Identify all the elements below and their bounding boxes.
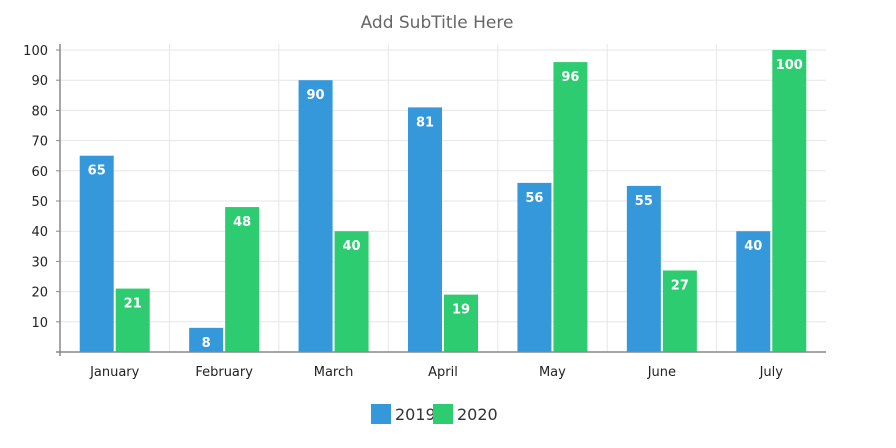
data-label: 19 (452, 303, 470, 318)
y-axis: 10 20 30 40 50 60 70 80 90 100 (23, 44, 61, 356)
bar-2019-april[interactable] (408, 107, 442, 352)
data-label: 65 (88, 164, 106, 179)
legend-swatch (433, 404, 453, 424)
legend: 2019 2020 (371, 404, 498, 424)
legend-item-2019[interactable]: 2019 (371, 404, 436, 424)
x-tick-label: May (539, 365, 566, 380)
x-tick-label: July (759, 365, 784, 380)
x-tick-label: March (314, 365, 354, 380)
bar-2020-june[interactable] (662, 270, 697, 352)
data-label: 40 (343, 239, 361, 254)
x-tick-label: February (195, 365, 253, 380)
bar-2020-may[interactable] (553, 62, 588, 353)
data-label: 100 (776, 58, 803, 73)
data-label: 96 (561, 70, 579, 85)
data-label: 21 (124, 297, 142, 312)
legend-item-2020[interactable]: 2020 (433, 404, 498, 424)
legend-label: 2020 (457, 405, 498, 424)
bar-2020-july[interactable] (772, 50, 807, 352)
bar-2019-may[interactable] (517, 182, 552, 352)
y-tick-label: 50 (31, 195, 48, 210)
chart-subtitle: Add SubTitle Here (361, 13, 514, 33)
legend-label: 2019 (395, 405, 436, 424)
data-label: 40 (744, 239, 762, 254)
bar-2019-march[interactable] (298, 80, 333, 352)
data-label: 48 (233, 215, 251, 230)
y-tick-label: 40 (31, 225, 48, 240)
data-label: 81 (416, 115, 434, 130)
y-tick-label: 20 (31, 286, 48, 301)
data-label: 8 (202, 336, 211, 351)
bar-2019-july[interactable] (736, 231, 771, 352)
y-tick-label: 10 (31, 316, 48, 331)
bar-2020-february[interactable] (225, 207, 260, 352)
y-tick-label: 80 (31, 104, 48, 119)
bar-2019-june[interactable] (626, 185, 661, 352)
bar-2020-april[interactable] (444, 294, 478, 352)
x-tick-label: April (428, 365, 458, 380)
bar-2019-february[interactable] (189, 327, 224, 352)
x-tick-label: June (647, 365, 676, 380)
legend-swatch (371, 404, 391, 424)
grid-layer (60, 44, 826, 352)
data-label: 90 (307, 88, 325, 103)
data-label: 55 (635, 194, 653, 209)
y-tick-label: 60 (31, 165, 48, 180)
bar-2019-january[interactable] (79, 155, 114, 352)
bar-2020-january[interactable] (115, 288, 150, 352)
y-tick-label: 70 (31, 135, 48, 150)
x-tick-label: January (89, 365, 140, 380)
bar-2020-march[interactable] (334, 231, 369, 352)
data-label: 27 (671, 278, 689, 293)
y-tick-label: 100 (23, 44, 48, 59)
bars: 65 21 8 48 90 40 81 19 56 96 55 27 40 100 (79, 50, 807, 353)
y-tick-label: 90 (31, 74, 48, 89)
x-axis: January February March April May June July (56, 351, 826, 380)
y-tick-label: 30 (31, 255, 48, 270)
data-label: 56 (525, 191, 543, 206)
